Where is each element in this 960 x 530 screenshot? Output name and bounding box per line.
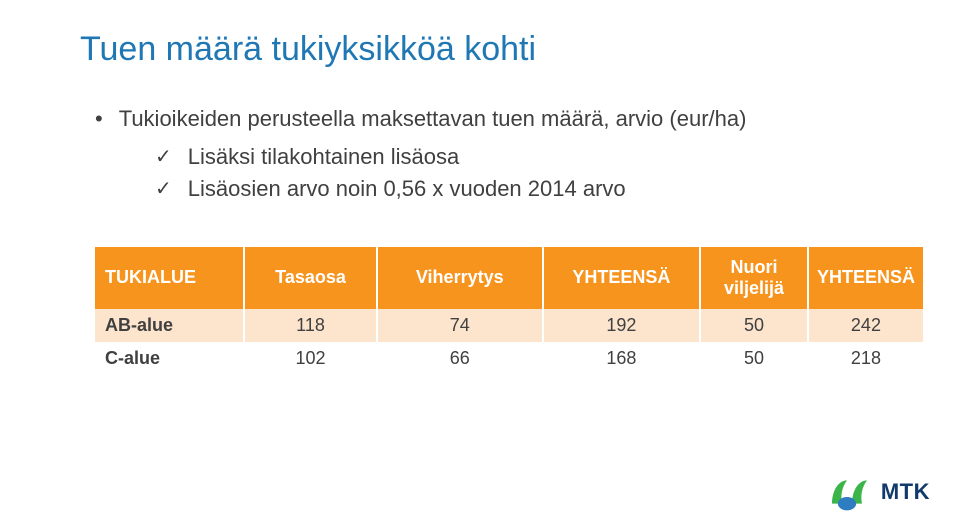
table-header-cell: YHTEENSÄ — [543, 247, 701, 309]
table-cell: 218 — [808, 342, 924, 375]
table-header-cell: TUKIALUE — [95, 247, 244, 309]
table-header-cell: Tasaosa — [244, 247, 377, 309]
table-cell: C-alue — [95, 342, 244, 375]
table-cell: 242 — [808, 309, 924, 342]
sub-bullet-text: Lisäksi tilakohtainen lisäosa — [188, 144, 460, 170]
mtk-logo-icon — [821, 472, 873, 512]
table-cell: 50 — [700, 342, 808, 375]
sub-bullet-item: Lisäosien arvo noin 0,56 x vuoden 2014 a… — [155, 176, 900, 202]
table-header-row: TUKIALUE Tasaosa Viherrytys YHTEENSÄ Nuo… — [95, 247, 924, 309]
mtk-logo-text: MTK — [881, 479, 930, 505]
table-cell: 50 — [700, 309, 808, 342]
mtk-logo: MTK — [821, 472, 930, 512]
slide-title: Tuen määrä tukiyksikköä kohti — [80, 30, 900, 69]
bullet-item: Tukioikeiden perusteella maksettavan tue… — [95, 104, 900, 134]
table-cell: 74 — [377, 309, 543, 342]
table-cell: 66 — [377, 342, 543, 375]
slide: Tuen määrä tukiyksikköä kohti Tukioikeid… — [0, 0, 960, 530]
table-cell: AB-alue — [95, 309, 244, 342]
table-header-cell: Nuori viljelijä — [700, 247, 808, 309]
data-table: TUKIALUE Tasaosa Viherrytys YHTEENSÄ Nuo… — [95, 247, 925, 375]
table-header-cell: YHTEENSÄ — [808, 247, 924, 309]
content-area: Tukioikeiden perusteella maksettavan tue… — [95, 104, 900, 375]
table-row: AB-alue 118 74 192 50 242 — [95, 309, 924, 342]
table-header-cell: Viherrytys — [377, 247, 543, 309]
table-cell: 192 — [543, 309, 701, 342]
table-cell: 118 — [244, 309, 377, 342]
sub-bullet-text: Lisäosien arvo noin 0,56 x vuoden 2014 a… — [188, 176, 626, 202]
sub-bullet-item: Lisäksi tilakohtainen lisäosa — [155, 144, 900, 170]
sub-bullet-list: Lisäksi tilakohtainen lisäosa Lisäosien … — [155, 144, 900, 202]
table-cell: 102 — [244, 342, 377, 375]
table-row: C-alue 102 66 168 50 218 — [95, 342, 924, 375]
data-table-wrap: TUKIALUE Tasaosa Viherrytys YHTEENSÄ Nuo… — [95, 247, 925, 375]
bullet-text: Tukioikeiden perusteella maksettavan tue… — [119, 104, 747, 134]
table-cell: 168 — [543, 342, 701, 375]
